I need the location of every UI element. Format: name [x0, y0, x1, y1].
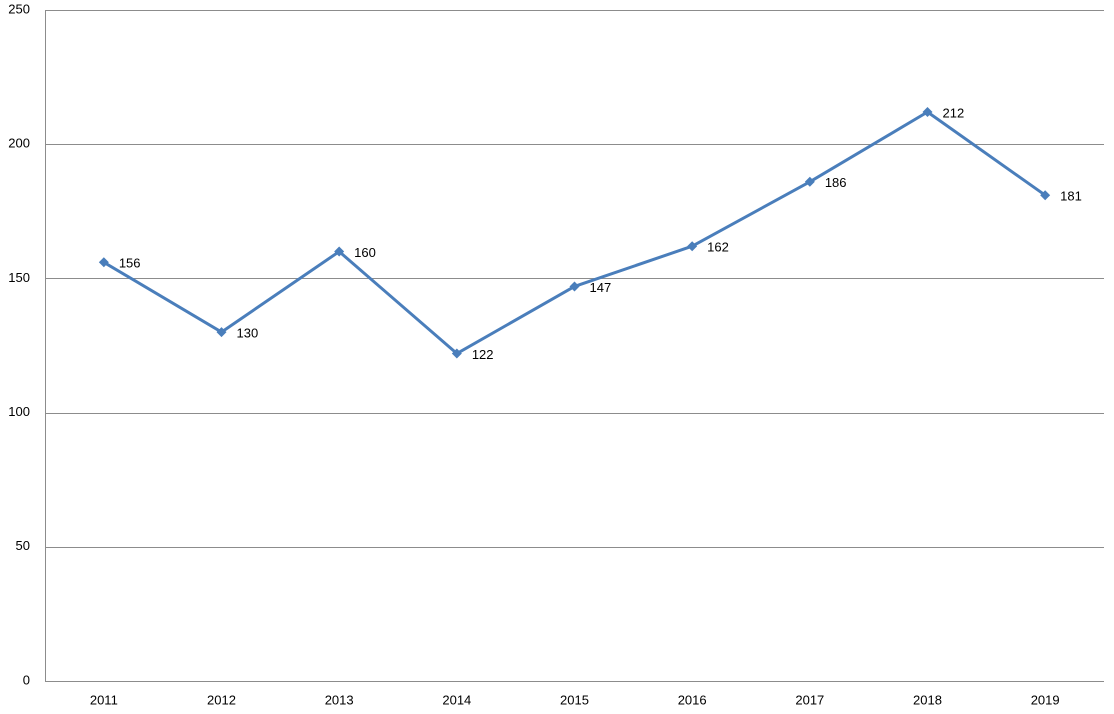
- x-tick-label: 2017: [795, 692, 824, 707]
- y-tick-label: 200: [8, 136, 30, 151]
- data-marker: [922, 106, 933, 117]
- data-marker: [1040, 190, 1051, 201]
- y-tick-label: 250: [8, 1, 30, 16]
- x-tick-label: 2012: [207, 692, 236, 707]
- data-label: 181: [1060, 189, 1082, 204]
- y-tick-label: 50: [16, 538, 30, 553]
- x-tick-label: 2015: [560, 692, 589, 707]
- data-marker: [98, 257, 109, 268]
- data-label: 130: [237, 326, 259, 341]
- x-tick-label: 2016: [678, 692, 707, 707]
- data-marker: [334, 246, 345, 257]
- x-tick-label: 2011: [90, 692, 118, 707]
- y-tick-label: 150: [8, 270, 30, 285]
- y-tick-label: 0: [23, 672, 30, 687]
- y-tick-label: 100: [8, 404, 30, 419]
- x-tick-label: 2014: [442, 692, 471, 707]
- data-label: 186: [825, 175, 847, 190]
- x-tick-label: 2018: [913, 692, 942, 707]
- data-marker: [804, 176, 815, 187]
- data-label: 162: [707, 240, 729, 255]
- data-label: 160: [354, 245, 376, 260]
- data-marker: [216, 327, 227, 338]
- data-marker: [687, 241, 698, 252]
- data-label: 156: [119, 256, 141, 271]
- x-tick-label: 2019: [1031, 692, 1060, 707]
- x-tick-label: 2013: [325, 692, 354, 707]
- data-marker: [451, 348, 462, 359]
- data-label: 147: [590, 280, 612, 295]
- data-label: 122: [472, 347, 494, 362]
- data-label: 212: [943, 105, 965, 120]
- data-marker: [569, 281, 580, 292]
